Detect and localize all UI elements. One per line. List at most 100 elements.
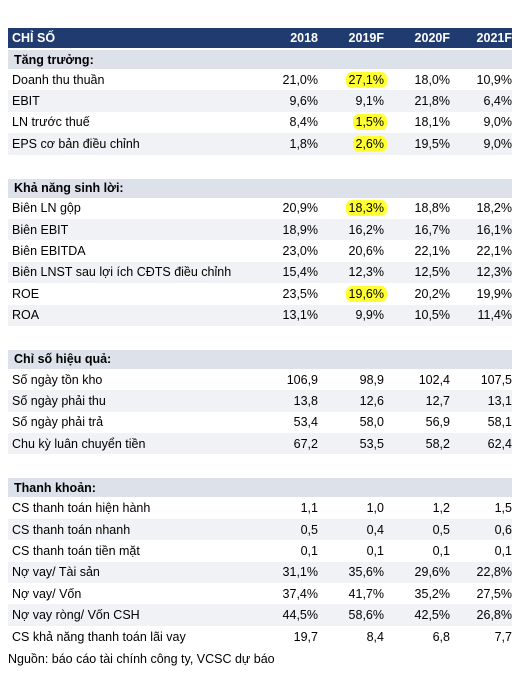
value: 56,9: [425, 415, 450, 430]
value: 21,8%: [414, 94, 450, 109]
value: 0,5: [300, 522, 318, 537]
data-row: Nợ vay/ Vốn 37,4% 41,7% 35,2% 27,5%: [8, 583, 512, 604]
value-cell: 26,8%: [450, 608, 516, 622]
value: 7,7: [494, 629, 512, 644]
value-cell: 1,5: [450, 501, 516, 515]
data-row: EPS cơ bản điều chỉnh 1,8% 2,6% 19,5% 9,0%: [8, 133, 512, 155]
value: 37,4%: [282, 586, 318, 601]
value-cell: 18,0%: [384, 73, 450, 87]
value-cell: 0,1: [450, 544, 516, 558]
row-label: EPS cơ bản điều chỉnh: [12, 136, 140, 151]
value-cell: 2,6%: [318, 135, 387, 152]
header-cell: 2018: [290, 31, 318, 45]
data-row: CS thanh toán hiện hành 1,1 1,0 1,2 1,5: [8, 497, 512, 518]
row-label: Doanh thu thuần: [12, 72, 105, 87]
value-cell: 1,0: [318, 501, 384, 515]
value-cell: 56,9: [384, 415, 450, 429]
value-cell: 6,4%: [450, 94, 516, 108]
data-row: EBIT 9,6% 9,1% 21,8% 6,4%: [8, 90, 512, 112]
value-cell: 18,9%: [252, 223, 318, 237]
value: 9,1%: [355, 94, 385, 109]
value-cell: 12,5%: [384, 265, 450, 279]
highlighted-value: 19,6%: [345, 285, 387, 302]
value-cell: 19,6%: [318, 285, 387, 302]
value-cell: 58,6%: [318, 608, 384, 622]
value-cell: 16,1%: [450, 223, 516, 237]
row-label: Biên EBITDA: [12, 244, 86, 259]
value-cell: 8,4%: [252, 115, 319, 130]
value: 19,5%: [414, 136, 450, 151]
header-cell: 2019F: [348, 31, 384, 45]
value-cell: 9,0%: [450, 137, 516, 151]
data-row: ROA 13,1% 9,9% 10,5% 11,4%: [8, 304, 512, 326]
value-cell: 22,8%: [450, 565, 516, 579]
value: 98,9: [359, 372, 384, 387]
value-cell: 1,2: [384, 501, 450, 515]
row-label: Chu kỳ luân chuyển tiền: [12, 436, 146, 451]
value-cell: 6,8: [384, 630, 450, 644]
data-row: LN trước thuế 8,4% 1,5% 18,1% 9,0%: [8, 112, 512, 133]
value: 31,1%: [282, 565, 318, 580]
highlighted-value: 27,1%: [345, 71, 387, 88]
value-cell: 18,1%: [384, 115, 450, 129]
value: 8,4: [366, 629, 384, 644]
data-row: Số ngày phải thu 13,8 12,6 12,7 13,1: [8, 390, 512, 412]
data-row: Số ngày tồn kho 106,9 98,9 102,4 107,5: [8, 369, 512, 390]
section-row: Khả năng sinh lời:: [8, 178, 512, 198]
value: 19,7: [293, 629, 318, 644]
value-cell: 27,1%: [318, 71, 387, 88]
row-label: CS thanh toán tiền mặt: [12, 543, 140, 558]
value: 0,1: [494, 543, 512, 558]
value: 13,1%: [282, 308, 318, 323]
row-label: ROA: [12, 308, 40, 323]
value-cell: 19,5%: [384, 137, 450, 151]
value: 58,6%: [348, 608, 384, 623]
value-cell: 53,5: [318, 437, 384, 451]
value-cell: 0,4: [318, 523, 384, 537]
value-cell: 1,1: [252, 501, 318, 515]
value-cell: 18,3%: [318, 200, 387, 217]
value: 16,1%: [476, 222, 512, 237]
value: 18,8%: [414, 201, 450, 216]
value: 27,5%: [476, 586, 512, 601]
value: 6,4%: [483, 94, 513, 109]
row-label: Số ngày phải trả: [12, 415, 104, 430]
section-title: Tăng trưởng:: [14, 52, 94, 67]
value: 1,1: [300, 501, 318, 516]
value: 0,4: [366, 522, 384, 537]
value: 19,9%: [476, 286, 512, 301]
value-cell: 11,4%: [450, 308, 516, 322]
value-cell: 0,6: [450, 523, 516, 537]
value: 29,6%: [414, 565, 450, 580]
value-cell: 53,4: [252, 415, 318, 429]
row-label: Nợ vay/ Vốn: [12, 586, 82, 601]
data-row: Biên LNST sau lợi ích CĐTS điều chỉnh 15,…: [8, 261, 512, 284]
data-row: Doanh thu thuần 21,0% 27,1% 18,0% 10,9%: [8, 69, 512, 90]
value-cell: 18,2%: [450, 201, 516, 215]
value-cell: 10,5%: [384, 308, 450, 322]
value: 44,5%: [282, 608, 318, 623]
value: 21,0%: [282, 72, 318, 87]
value-cell: 23,5%: [252, 287, 318, 301]
value-cell: 9,9%: [318, 308, 385, 322]
value-cell: 20,2%: [384, 287, 450, 301]
value-cell: 0,5: [252, 523, 318, 537]
value-cell: 18,8%: [384, 201, 450, 215]
row-label: Biên EBIT: [12, 222, 69, 237]
value-cell: 13,1: [450, 394, 516, 408]
value-cell: 35,6%: [318, 565, 384, 579]
value: 8,4%: [289, 115, 319, 130]
value: 67,2: [293, 436, 318, 451]
value-cell: 13,8: [252, 394, 318, 408]
data-row: Chu kỳ luân chuyển tiền 67,2 53,5 58,2 62,4: [8, 433, 512, 455]
value: 58,2: [425, 436, 450, 451]
value: 1,8%: [289, 136, 319, 151]
row-label: Nợ vay/ Tài sản: [12, 565, 100, 580]
value-cell: 16,7%: [384, 223, 450, 237]
value: 11,4%: [477, 308, 512, 323]
value-cell: 67,2: [252, 437, 318, 451]
value-cell: 20,9%: [252, 201, 318, 215]
section-title: Thanh khoản:: [14, 480, 96, 495]
header-cell: 2021F: [476, 31, 512, 45]
row-label: Biên LN gộp: [12, 201, 81, 216]
